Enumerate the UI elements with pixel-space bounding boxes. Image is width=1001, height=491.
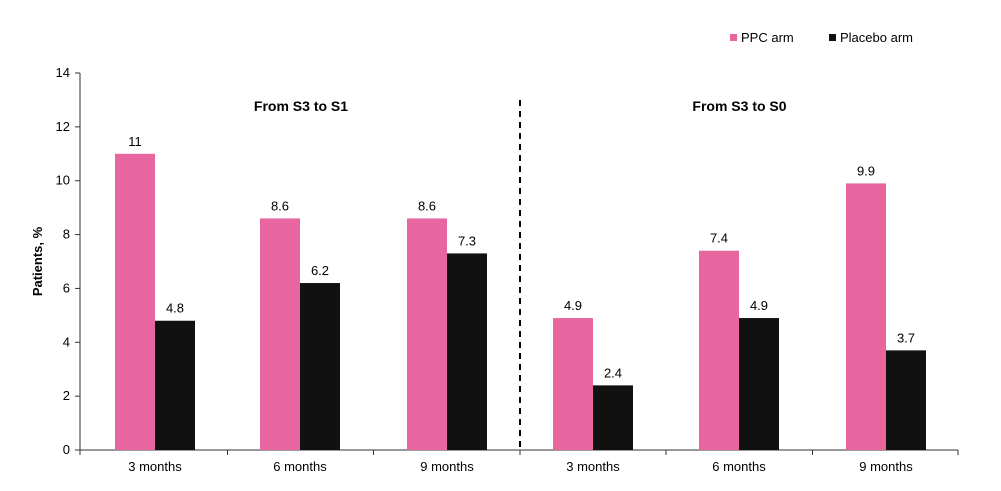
bar-placebo-5: [886, 350, 926, 450]
bar-ppc-3: [553, 318, 593, 450]
data-label: 7.4: [710, 231, 728, 246]
y-axis-title: Patients, %: [30, 226, 45, 296]
legend: PPC arm Placebo arm: [730, 30, 913, 45]
bar-ppc-0: [115, 153, 155, 451]
group-titles: From S3 to S1 From S3 to S0: [254, 98, 787, 450]
data-label: 6.2: [311, 263, 329, 278]
data-label: 11: [128, 134, 142, 149]
x-tick-label: 6 months: [273, 459, 327, 474]
bar-placebo-4: [739, 318, 779, 450]
x-tick-label: 9 months: [420, 459, 474, 474]
data-labels: 11 8.6 8.6 4.9 7.4 9.9 4.8 6.2 7.3 2.4 4.9 3.7: [128, 134, 915, 381]
y-tick-label: 14: [56, 65, 70, 80]
data-label: 4.9: [564, 298, 582, 313]
y-tick-label: 10: [56, 173, 70, 188]
y-tick-label: 12: [56, 119, 70, 134]
legend-swatch-placebo: [829, 34, 836, 41]
x-tick-label: 9 months: [859, 459, 913, 474]
group-title: From S3 to S0: [692, 98, 786, 114]
y-tick-label: 2: [63, 388, 70, 403]
x-tick-label: 3 months: [128, 459, 182, 474]
bars: [115, 153, 926, 451]
legend-label: PPC arm: [741, 30, 794, 45]
category-labels: 3 months 6 months 9 months 3 months 6 months…: [128, 459, 913, 474]
axes: 0 2 4 6 8 10 12 14 Patients, %: [30, 65, 959, 457]
data-label: 9.9: [857, 163, 875, 178]
data-label: 4.9: [750, 298, 768, 313]
data-label: 4.8: [166, 301, 184, 316]
y-tick-label: 4: [63, 334, 70, 349]
bar-ppc-5: [846, 183, 886, 450]
data-label: 3.7: [897, 330, 915, 345]
bar-ppc-4: [699, 250, 739, 450]
bar-ppc-1: [260, 218, 300, 450]
data-label: 8.6: [271, 198, 289, 213]
group-title: From S3 to S1: [254, 98, 348, 114]
bar-placebo-0: [155, 320, 195, 450]
x-tick-label: 3 months: [566, 459, 620, 474]
bar-placebo-1: [300, 283, 340, 450]
bar-placebo-3: [593, 385, 633, 450]
y-tick-label: 0: [63, 442, 70, 457]
y-tick-label: 6: [63, 280, 70, 295]
y-tick-label: 8: [63, 227, 70, 242]
data-label: 7.3: [458, 233, 476, 248]
data-label: 8.6: [418, 198, 436, 213]
bar-placebo-2: [447, 253, 487, 450]
legend-label: Placebo arm: [840, 30, 913, 45]
data-label: 2.4: [604, 365, 622, 380]
bar-ppc-2: [407, 218, 447, 450]
x-tick-label: 6 months: [712, 459, 766, 474]
legend-swatch-ppc: [730, 34, 737, 41]
